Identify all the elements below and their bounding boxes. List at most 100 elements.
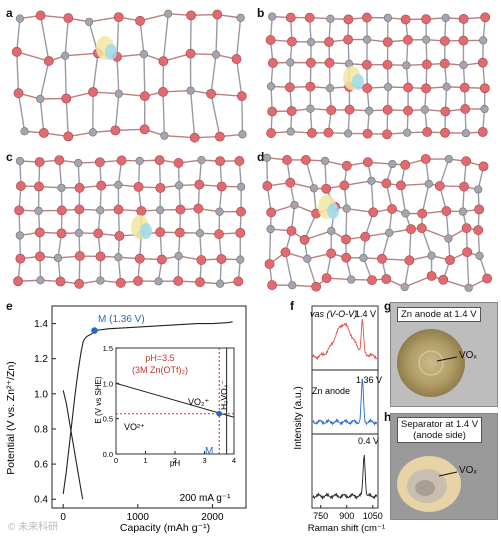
vanadium-atom — [344, 129, 353, 138]
oxygen-atom — [445, 255, 455, 265]
f-xlabel: Raman shift (cm⁻¹) — [308, 523, 385, 534]
oxygen-atom — [267, 280, 277, 291]
oxygen-atom — [311, 281, 322, 292]
vanadium-atom — [288, 281, 297, 290]
oxygen-atom — [440, 127, 450, 138]
vanadium-atom — [211, 50, 221, 59]
oxygen-atom — [156, 254, 167, 265]
oxygen-atom — [265, 35, 276, 45]
vanadium-atom — [85, 17, 94, 26]
oxygen-atom — [362, 157, 373, 168]
lattice-bond — [65, 98, 69, 137]
f-bot-voltage: 0.4 V — [358, 436, 379, 446]
inset-xtick-label: 4 — [232, 456, 236, 465]
oxygen-atom — [155, 227, 166, 238]
inset-ph-note-1: pH=3.5 — [145, 353, 174, 363]
lattice-bond — [189, 15, 192, 54]
raman-spectrum-1 — [312, 378, 378, 427]
vanadium-atom — [480, 104, 489, 114]
oxygen-atom — [403, 82, 414, 93]
oxygen-atom — [212, 9, 223, 20]
lattice-bond — [235, 17, 242, 60]
lattice-bond — [39, 15, 50, 62]
oxygen-atom — [324, 57, 335, 68]
lattice-bond — [64, 18, 70, 56]
oxygen-atom — [231, 54, 242, 64]
vanadium-atom — [237, 182, 246, 191]
lattice-bond — [164, 134, 195, 139]
lattice-bond — [39, 60, 50, 100]
oxygen-atom — [284, 82, 295, 93]
watermark: © 未来科研 — [8, 522, 59, 533]
vanadium-atom — [15, 231, 24, 240]
vanadium-atom — [15, 14, 25, 23]
oxygen-atom — [56, 228, 67, 239]
charge-density-blue — [140, 223, 152, 239]
h-vox-label: VOₓ — [459, 465, 477, 476]
oxygen-atom — [216, 254, 227, 264]
oxygen-atom — [307, 128, 317, 138]
oxygen-atom — [113, 204, 124, 215]
vanadium-atom — [174, 251, 183, 261]
oxygen-atom — [134, 253, 145, 264]
e-ytick-label: 1.4 — [34, 319, 48, 330]
lattice-bond — [268, 229, 272, 265]
raman-spectrum-0 — [312, 318, 378, 361]
e-rate-label: 200 mA g⁻¹ — [180, 493, 232, 504]
oxygen-atom — [88, 87, 98, 97]
oxygen-atom — [74, 204, 85, 215]
vanadium-atom — [464, 283, 473, 292]
lattice-bond — [64, 55, 67, 99]
e-xlabel: Capacity (mAh g⁻¹) — [120, 522, 210, 534]
charge-density-blue — [105, 44, 117, 60]
separator-photo: Separator at 1.4 V (anode side) VOₓ — [390, 413, 498, 520]
oxygen-atom — [234, 156, 245, 166]
oxygen-atom — [439, 58, 450, 69]
vanadium-atom — [306, 38, 316, 47]
vanadium-atom — [384, 82, 393, 92]
vanadium-atom — [236, 255, 245, 264]
vanadium-atom — [164, 9, 173, 18]
oxygen-atom — [422, 127, 433, 137]
oxygen-atom — [55, 276, 66, 287]
vanadium-atom — [53, 253, 63, 263]
e-ytick-label: 0.4 — [34, 495, 48, 506]
vanadium-atom — [475, 251, 484, 261]
e-frame — [51, 305, 247, 509]
vanadium-atom — [342, 204, 351, 213]
crystal-structure-c — [13, 155, 246, 289]
oxygen-atom — [280, 247, 291, 258]
oxygen-atom — [267, 58, 278, 68]
oxygen-atom — [382, 59, 393, 70]
vanadium-atom — [154, 277, 163, 286]
vanadium-atom — [320, 156, 330, 166]
oxygen-atom — [286, 225, 297, 236]
vanadium-atom — [400, 282, 409, 292]
vanadium-atom — [236, 13, 245, 22]
inset-marker-m — [216, 410, 223, 417]
inset-vo2plus2-label: VO²⁺ — [124, 422, 145, 432]
oxygen-atom — [400, 159, 411, 170]
vanadium-atom — [365, 106, 374, 115]
oxygen-atom — [158, 56, 169, 67]
oxygen-atom — [479, 83, 490, 94]
oxygen-atom — [155, 182, 166, 193]
lattice-bond — [345, 208, 348, 240]
inset-boundary-line — [115, 382, 235, 418]
oxygen-atom — [361, 59, 372, 70]
lattice-bond — [241, 96, 244, 135]
oxygen-atom — [343, 34, 353, 45]
oxygen-atom — [74, 182, 85, 193]
oxygen-atom — [387, 204, 397, 214]
vanadium-atom — [290, 200, 299, 210]
oxygen-atom — [441, 206, 452, 216]
inset-xtick-label: 3 — [202, 456, 206, 465]
oxygen-atom — [13, 276, 23, 287]
g-title: Zn anode at 1.4 V — [397, 307, 481, 322]
oxygen-atom — [38, 128, 49, 138]
oxygen-atom — [139, 91, 150, 102]
vanadium-atom — [57, 183, 66, 192]
e-xtick-label: 0 — [60, 512, 66, 523]
inset-vo2plus-label: VO₂⁺ — [188, 397, 209, 407]
f-mid-voltage: 1.36 V — [356, 375, 382, 385]
